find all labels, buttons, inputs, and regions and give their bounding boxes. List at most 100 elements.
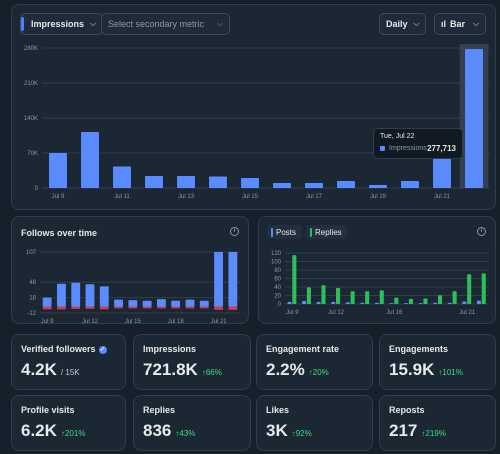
tooltip-value: 277,713	[427, 144, 456, 153]
x-tick-label: Jul 15	[242, 194, 259, 200]
secondary-metric-placeholder: Select secondary metric	[108, 19, 205, 29]
bar-posts	[360, 302, 365, 304]
bar-impressions	[241, 178, 259, 188]
verified-followers-card[interactable]: Verified followers ✓ 4.2K/ 15K	[11, 334, 126, 390]
bar-replies	[292, 255, 297, 304]
y-tick-label: 140K	[24, 116, 38, 122]
chevron-down-icon: ⌵	[472, 19, 479, 28]
reposts-card[interactable]: Reposts 217 ↑219%	[379, 395, 496, 451]
bar-replies	[336, 287, 341, 304]
bar-posts	[476, 300, 481, 304]
posts-legend-label: Posts	[276, 227, 297, 237]
bar-replies	[321, 285, 326, 304]
y-tick-label: 120	[271, 251, 282, 257]
bar-impressions	[209, 176, 227, 188]
bar-impressions	[433, 151, 451, 188]
chart-tooltip: Tue, Jul 22 Impressions 277,713	[373, 128, 463, 159]
card-value: 15.9K	[389, 360, 435, 379]
card-delta: ↑92%	[291, 429, 312, 438]
card-label: Verified followers	[21, 344, 96, 354]
bar-impressions	[465, 49, 483, 189]
bar-posts	[447, 302, 452, 304]
bar-posts	[433, 302, 438, 304]
profile-visits-card[interactable]: Profile visits 6.2K ↑201%	[11, 395, 126, 451]
card-label: Impressions	[143, 344, 197, 354]
likes-card[interactable]: Likes 3K ↑92%	[256, 395, 373, 451]
x-tick-label: Jul 11	[114, 194, 130, 200]
metric-dropdown[interactable]: Impressions ⌵	[20, 13, 103, 35]
bar-follows	[199, 300, 209, 307]
x-tick-label: Jul 21	[434, 194, 451, 200]
posts-replies-panel: Posts Replies i 0 20 40 60 80 100 120 Jul 9 Jul …	[258, 216, 496, 324]
info-icon[interactable]: i	[230, 227, 239, 236]
engagements-card[interactable]: Engagements 15.9K ↑101%	[379, 334, 496, 390]
impressions-chart-panel: Impressions ⌵ Select secondary metric ⌵ …	[11, 4, 496, 210]
chevron-down-icon: ⌵	[90, 19, 97, 28]
card-label: Replies	[143, 405, 176, 415]
bar-posts	[316, 301, 321, 304]
bar-replies	[467, 274, 472, 304]
card-value: 2.2%	[266, 360, 305, 379]
follows-panel-title: Follows over time	[21, 228, 98, 238]
replies-legend-label: Replies	[315, 227, 342, 237]
bar-replies	[350, 291, 355, 304]
y-tick-label: 70K	[27, 151, 38, 157]
bar-follows	[57, 283, 66, 307]
bar-posts	[331, 301, 336, 304]
info-icon[interactable]: i	[477, 227, 486, 236]
card-value: 4.2K	[21, 360, 57, 379]
x-tick-label: Jul 17	[306, 194, 323, 200]
x-tick-label: Jul 15	[125, 319, 142, 325]
chevron-down-icon: ⌵	[413, 19, 420, 28]
card-label: Engagement rate	[266, 344, 340, 354]
interval-dropdown[interactable]: Daily ⌵	[379, 13, 426, 35]
posts-replies-bar-chart: 0 20 40 60 80 100 120 Jul 9 Jul 12 Jul 16 Jul 21	[271, 251, 489, 316]
bar-unfollows	[228, 306, 238, 310]
bar-unfollows	[42, 306, 52, 310]
secondary-metric-dropdown[interactable]: Select secondary metric ⌵	[101, 13, 230, 35]
engagement-rate-card[interactable]: Engagement rate 2.2% ↑20%	[256, 334, 373, 390]
bar-follows	[142, 300, 152, 307]
chart-type-dropdown[interactable]: ıl Bar ⌵	[434, 13, 486, 35]
bar-follows	[71, 282, 81, 307]
bar-posts	[287, 301, 292, 304]
bar-replies	[438, 295, 443, 304]
tooltip-date: Tue, Jul 22	[380, 133, 415, 140]
bar-follows	[157, 299, 166, 307]
x-tick-label: Jul 16	[386, 310, 403, 316]
verified-badge-icon: ✓	[98, 345, 107, 354]
bar-unfollows	[114, 306, 123, 309]
card-value: 836	[143, 421, 172, 440]
bar-follows	[128, 300, 138, 307]
posts-legend-toggle[interactable]: Posts	[267, 225, 302, 239]
replies-legend-toggle[interactable]: Replies	[306, 225, 347, 239]
y-tick-label: 100	[271, 260, 282, 266]
bar-impressions	[145, 176, 163, 188]
bar-unfollows	[142, 306, 152, 309]
follows-bar-chart: -12 18 48 107 Jul 9 Jul 12 Jul 15 Jul 18 Jul 21	[26, 250, 240, 325]
x-tick-label: Jul 19	[370, 194, 387, 200]
card-value: 217	[389, 421, 418, 440]
bar-posts	[345, 302, 350, 304]
card-label: Reposts	[389, 405, 425, 415]
card-label: Likes	[266, 405, 290, 415]
x-tick-label: Jul 12	[82, 319, 99, 325]
y-tick-label: 210K	[24, 81, 38, 87]
bar-follows	[185, 299, 195, 307]
x-tick-label: Jul 21	[459, 310, 476, 316]
bar-posts	[462, 301, 467, 304]
card-value: 721.8K	[143, 360, 198, 379]
impressions-card[interactable]: Impressions 721.8K ↑66%	[133, 334, 251, 390]
bar-posts	[418, 303, 423, 304]
bar-posts	[302, 301, 307, 304]
bar-follows	[114, 299, 123, 307]
replies-card[interactable]: Replies 836 ↑43%	[133, 395, 251, 451]
x-tick-label: Jul 12	[328, 310, 345, 316]
bar-replies	[379, 290, 384, 304]
card-delta: ↑20%	[308, 368, 329, 377]
x-tick-label: Jul 13	[178, 194, 195, 200]
bar-impressions	[369, 185, 387, 188]
bar-unfollows	[199, 306, 209, 309]
y-tick-label: 107	[26, 250, 37, 256]
y-tick-label: 40	[274, 285, 281, 291]
